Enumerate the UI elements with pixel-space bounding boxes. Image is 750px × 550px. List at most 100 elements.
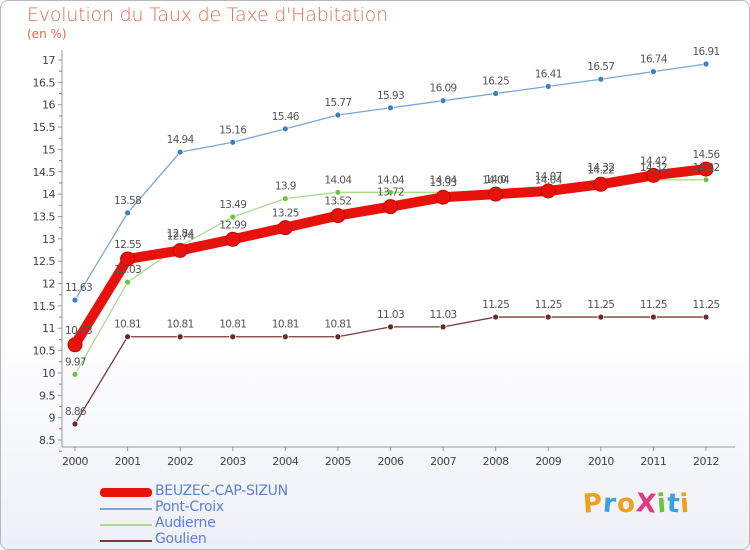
data-label: 16.74 (640, 54, 668, 66)
data-point (492, 90, 500, 97)
data-label: 14.22 (587, 164, 614, 176)
data-point (334, 188, 342, 196)
data-label: 9.97 (65, 356, 86, 368)
data-label: 13.93 (430, 177, 457, 189)
data-label: 13.72 (377, 187, 404, 199)
data-label: 11.25 (535, 299, 562, 311)
data-label: 14.94 (167, 134, 195, 146)
data-point (334, 333, 342, 341)
proxiti-logo: ProXiti (581, 488, 692, 520)
axes: 8.5 9 9.5 10 10.5 11 11.5 12 12.5 13 13.5 14 14.5 15 1… (33, 50, 735, 468)
y-tick-label: 8.5 (39, 434, 55, 447)
data-point (176, 333, 184, 341)
data-point (281, 333, 289, 341)
data-point (176, 148, 184, 156)
data-point (702, 313, 710, 321)
data-label: 14.56 (692, 149, 720, 161)
data-point (383, 199, 398, 215)
y-tick-label: 16 (42, 99, 55, 112)
data-point (124, 209, 131, 217)
data-label: 10.81 (167, 319, 194, 331)
legend-swatch (100, 508, 152, 510)
data-point (71, 296, 79, 304)
data-point (71, 420, 79, 428)
x-tick-label: 2005 (325, 455, 351, 468)
data-label: 10.81 (114, 319, 141, 331)
data-label: 10.81 (324, 319, 351, 331)
data-point (330, 208, 346, 224)
x-tick-label: 2003 (220, 455, 246, 468)
data-label: 8.86 (65, 406, 87, 418)
data-label: 10.63 (65, 325, 92, 337)
data-label: 11.03 (377, 309, 404, 321)
data-label: 14.04 (377, 174, 405, 186)
x-tick-label: 2007 (430, 455, 456, 468)
series-line-goulien (74, 316, 707, 425)
data-point (67, 337, 83, 353)
legend-swatch (100, 540, 152, 542)
data-point (229, 333, 237, 341)
data-label: 14.32 (640, 162, 667, 174)
data-label: 11.03 (430, 309, 457, 321)
series-lines (67, 60, 714, 428)
data-label: 14.04 (535, 174, 563, 186)
data-label: 10.81 (272, 319, 299, 331)
x-tick-label: 2004 (272, 455, 298, 468)
data-point (698, 161, 714, 177)
y-tick-label: 12 (42, 278, 55, 291)
data-label: 12.74 (167, 230, 195, 242)
data-point (334, 111, 342, 119)
data-label: 16.91 (692, 46, 719, 58)
x-tick-label: 2008 (483, 455, 509, 468)
y-tick-label: 16.5 (33, 76, 56, 89)
data-point (645, 167, 661, 183)
data-point (593, 176, 609, 192)
data-label: 14.07 (535, 171, 562, 183)
data-point (387, 104, 394, 112)
data-label: 11.63 (65, 282, 92, 294)
data-point (277, 220, 293, 236)
data-point (439, 323, 447, 331)
legend-label: Goulien (155, 531, 207, 547)
legend-label: Pont-Croix (155, 499, 224, 515)
data-point (597, 313, 605, 321)
legend-label: Audierne (155, 515, 216, 531)
data-point (492, 313, 500, 321)
data-point (439, 97, 447, 105)
data-label: 14.42 (640, 155, 667, 167)
y-tick-label: 14 (42, 188, 55, 201)
data-label: 12.99 (219, 219, 246, 231)
data-point (172, 242, 188, 258)
data-label: 12.84 (167, 228, 195, 240)
data-label: 15.77 (324, 97, 351, 109)
data-point (387, 323, 394, 331)
data-point (124, 278, 131, 286)
y-tick-label: 11.5 (33, 300, 56, 313)
data-label: 15.16 (219, 124, 247, 136)
data-point (124, 333, 131, 341)
data-label: 12.55 (114, 239, 141, 251)
data-label: 16.25 (482, 76, 509, 88)
data-label: 13.58 (114, 195, 141, 207)
data-label: 16.57 (587, 61, 614, 73)
x-tick-label: 2010 (588, 455, 614, 468)
data-point (71, 370, 79, 378)
data-label: 13.25 (272, 208, 299, 220)
data-label: 13.52 (324, 196, 351, 208)
legend-swatch (100, 524, 152, 526)
data-label: 14.32 (587, 162, 614, 174)
x-tick-label: 2002 (167, 455, 193, 468)
data-point (544, 313, 552, 321)
x-tick-label: 2012 (693, 455, 719, 468)
data-point (597, 75, 605, 83)
x-tick-label: 2001 (115, 455, 141, 468)
data-point (650, 313, 657, 321)
data-label: 13.9 (275, 181, 296, 193)
data-point (488, 186, 504, 202)
data-point (544, 82, 552, 90)
data-point (387, 188, 394, 196)
data-label: 15.93 (377, 90, 404, 102)
data-label: 16.09 (430, 83, 457, 95)
data-label: 14.04 (430, 174, 458, 186)
